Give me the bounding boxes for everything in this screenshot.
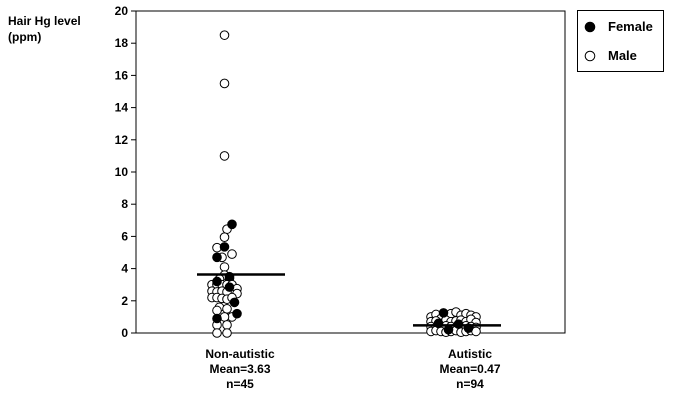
male-data-point <box>219 78 230 89</box>
y-tick-label: 6 <box>121 229 128 243</box>
y-axis-label: Hair Hg level (ppm) <box>8 13 81 45</box>
y-tick-label: 20 <box>115 4 129 18</box>
male-data-point <box>219 151 230 161</box>
category-n: n=45 <box>226 377 254 391</box>
female-data-point <box>443 324 454 335</box>
filled-circle-icon <box>584 21 596 32</box>
open-circle-icon <box>584 50 596 61</box>
legend: Female Male <box>577 10 664 72</box>
y-axis-label-line-2: (ppm) <box>8 30 42 44</box>
female-data-point <box>224 282 235 292</box>
y-tick-label: 0 <box>121 326 128 340</box>
category-label-autistic: Autistic Mean=0.47 n=94 <box>400 347 540 392</box>
legend-item-female: Female <box>584 19 653 34</box>
male-data-point <box>222 304 232 314</box>
female-data-point <box>212 276 222 287</box>
y-tick-label: 10 <box>115 165 129 179</box>
legend-label-male: Male <box>608 48 637 63</box>
y-tick-label: 18 <box>115 36 129 50</box>
male-data-point <box>219 30 230 40</box>
male-data-point <box>212 305 222 316</box>
female-data-point <box>453 319 464 329</box>
y-tick-label: 4 <box>121 262 128 276</box>
female-data-point <box>229 297 240 308</box>
category-name: Autistic <box>447 347 492 361</box>
female-data-point <box>232 308 242 319</box>
male-data-point <box>222 328 232 338</box>
category-name: Non-autistic <box>205 347 275 361</box>
category-n: n=94 <box>456 377 484 391</box>
female-data-point <box>227 219 237 230</box>
male-data-point <box>227 249 237 259</box>
legend-label-female: Female <box>608 19 653 34</box>
y-tick-label: 12 <box>115 133 129 147</box>
y-tick-label: 8 <box>121 197 128 211</box>
male-data-point <box>219 232 230 243</box>
category-mean: Mean=0.47 <box>439 362 501 376</box>
category-mean: Mean=3.63 <box>209 362 271 376</box>
plot-frame <box>135 10 566 334</box>
male-data-point <box>222 320 232 330</box>
y-axis-label-line-1: Hair Hg level <box>8 14 81 28</box>
category-label-non-autistic: Non-autistic Mean=3.63 n=45 <box>170 347 310 392</box>
male-data-point <box>212 328 222 338</box>
y-tick-label: 14 <box>115 101 129 115</box>
female-data-point <box>438 308 449 318</box>
female-data-point <box>212 252 222 263</box>
female-data-point <box>212 313 222 324</box>
legend-item-male: Male <box>584 48 637 63</box>
y-tick-label: 16 <box>115 68 129 82</box>
female-data-point <box>219 242 230 252</box>
y-tick-label: 2 <box>121 294 128 308</box>
male-data-point <box>219 262 230 272</box>
